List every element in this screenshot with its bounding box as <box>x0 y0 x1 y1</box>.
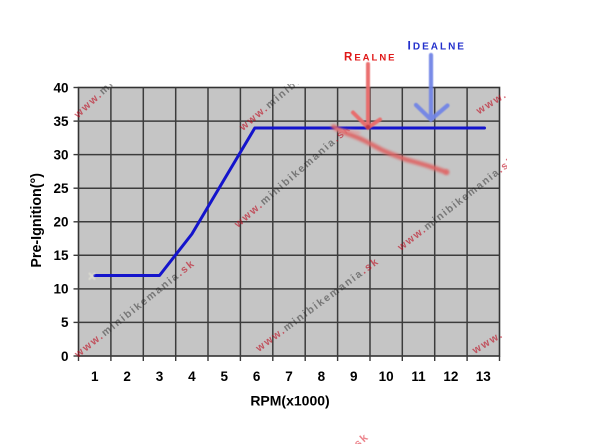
svg-text:13: 13 <box>476 369 492 384</box>
svg-text:30: 30 <box>53 147 68 162</box>
svg-text:10: 10 <box>379 369 394 384</box>
svg-text:RPM(x1000): RPM(x1000) <box>250 393 329 409</box>
svg-text:35: 35 <box>53 114 69 129</box>
svg-text:40: 40 <box>53 80 68 95</box>
svg-text:3: 3 <box>156 369 164 384</box>
svg-text:11: 11 <box>411 369 426 384</box>
svg-text:10: 10 <box>53 282 68 297</box>
svg-text:REALNE: REALNE <box>344 52 397 64</box>
svg-text:IDEALNE: IDEALNE <box>408 39 466 53</box>
svg-text:Pre-Ignition(°): Pre-Ignition(°) <box>29 173 45 268</box>
svg-text:15: 15 <box>53 248 69 263</box>
svg-text:12: 12 <box>443 369 458 384</box>
svg-text:4: 4 <box>188 369 196 384</box>
svg-text:8: 8 <box>318 369 326 384</box>
svg-text:0: 0 <box>61 349 69 364</box>
svg-text:7: 7 <box>285 369 293 384</box>
svg-text:1: 1 <box>91 369 99 384</box>
svg-text:5: 5 <box>220 369 228 384</box>
svg-text:5: 5 <box>61 315 69 330</box>
svg-text:6: 6 <box>253 369 261 384</box>
svg-text:20: 20 <box>53 215 68 230</box>
svg-text:25: 25 <box>53 181 69 196</box>
svg-text:9: 9 <box>350 369 358 384</box>
svg-text:2: 2 <box>123 369 131 384</box>
